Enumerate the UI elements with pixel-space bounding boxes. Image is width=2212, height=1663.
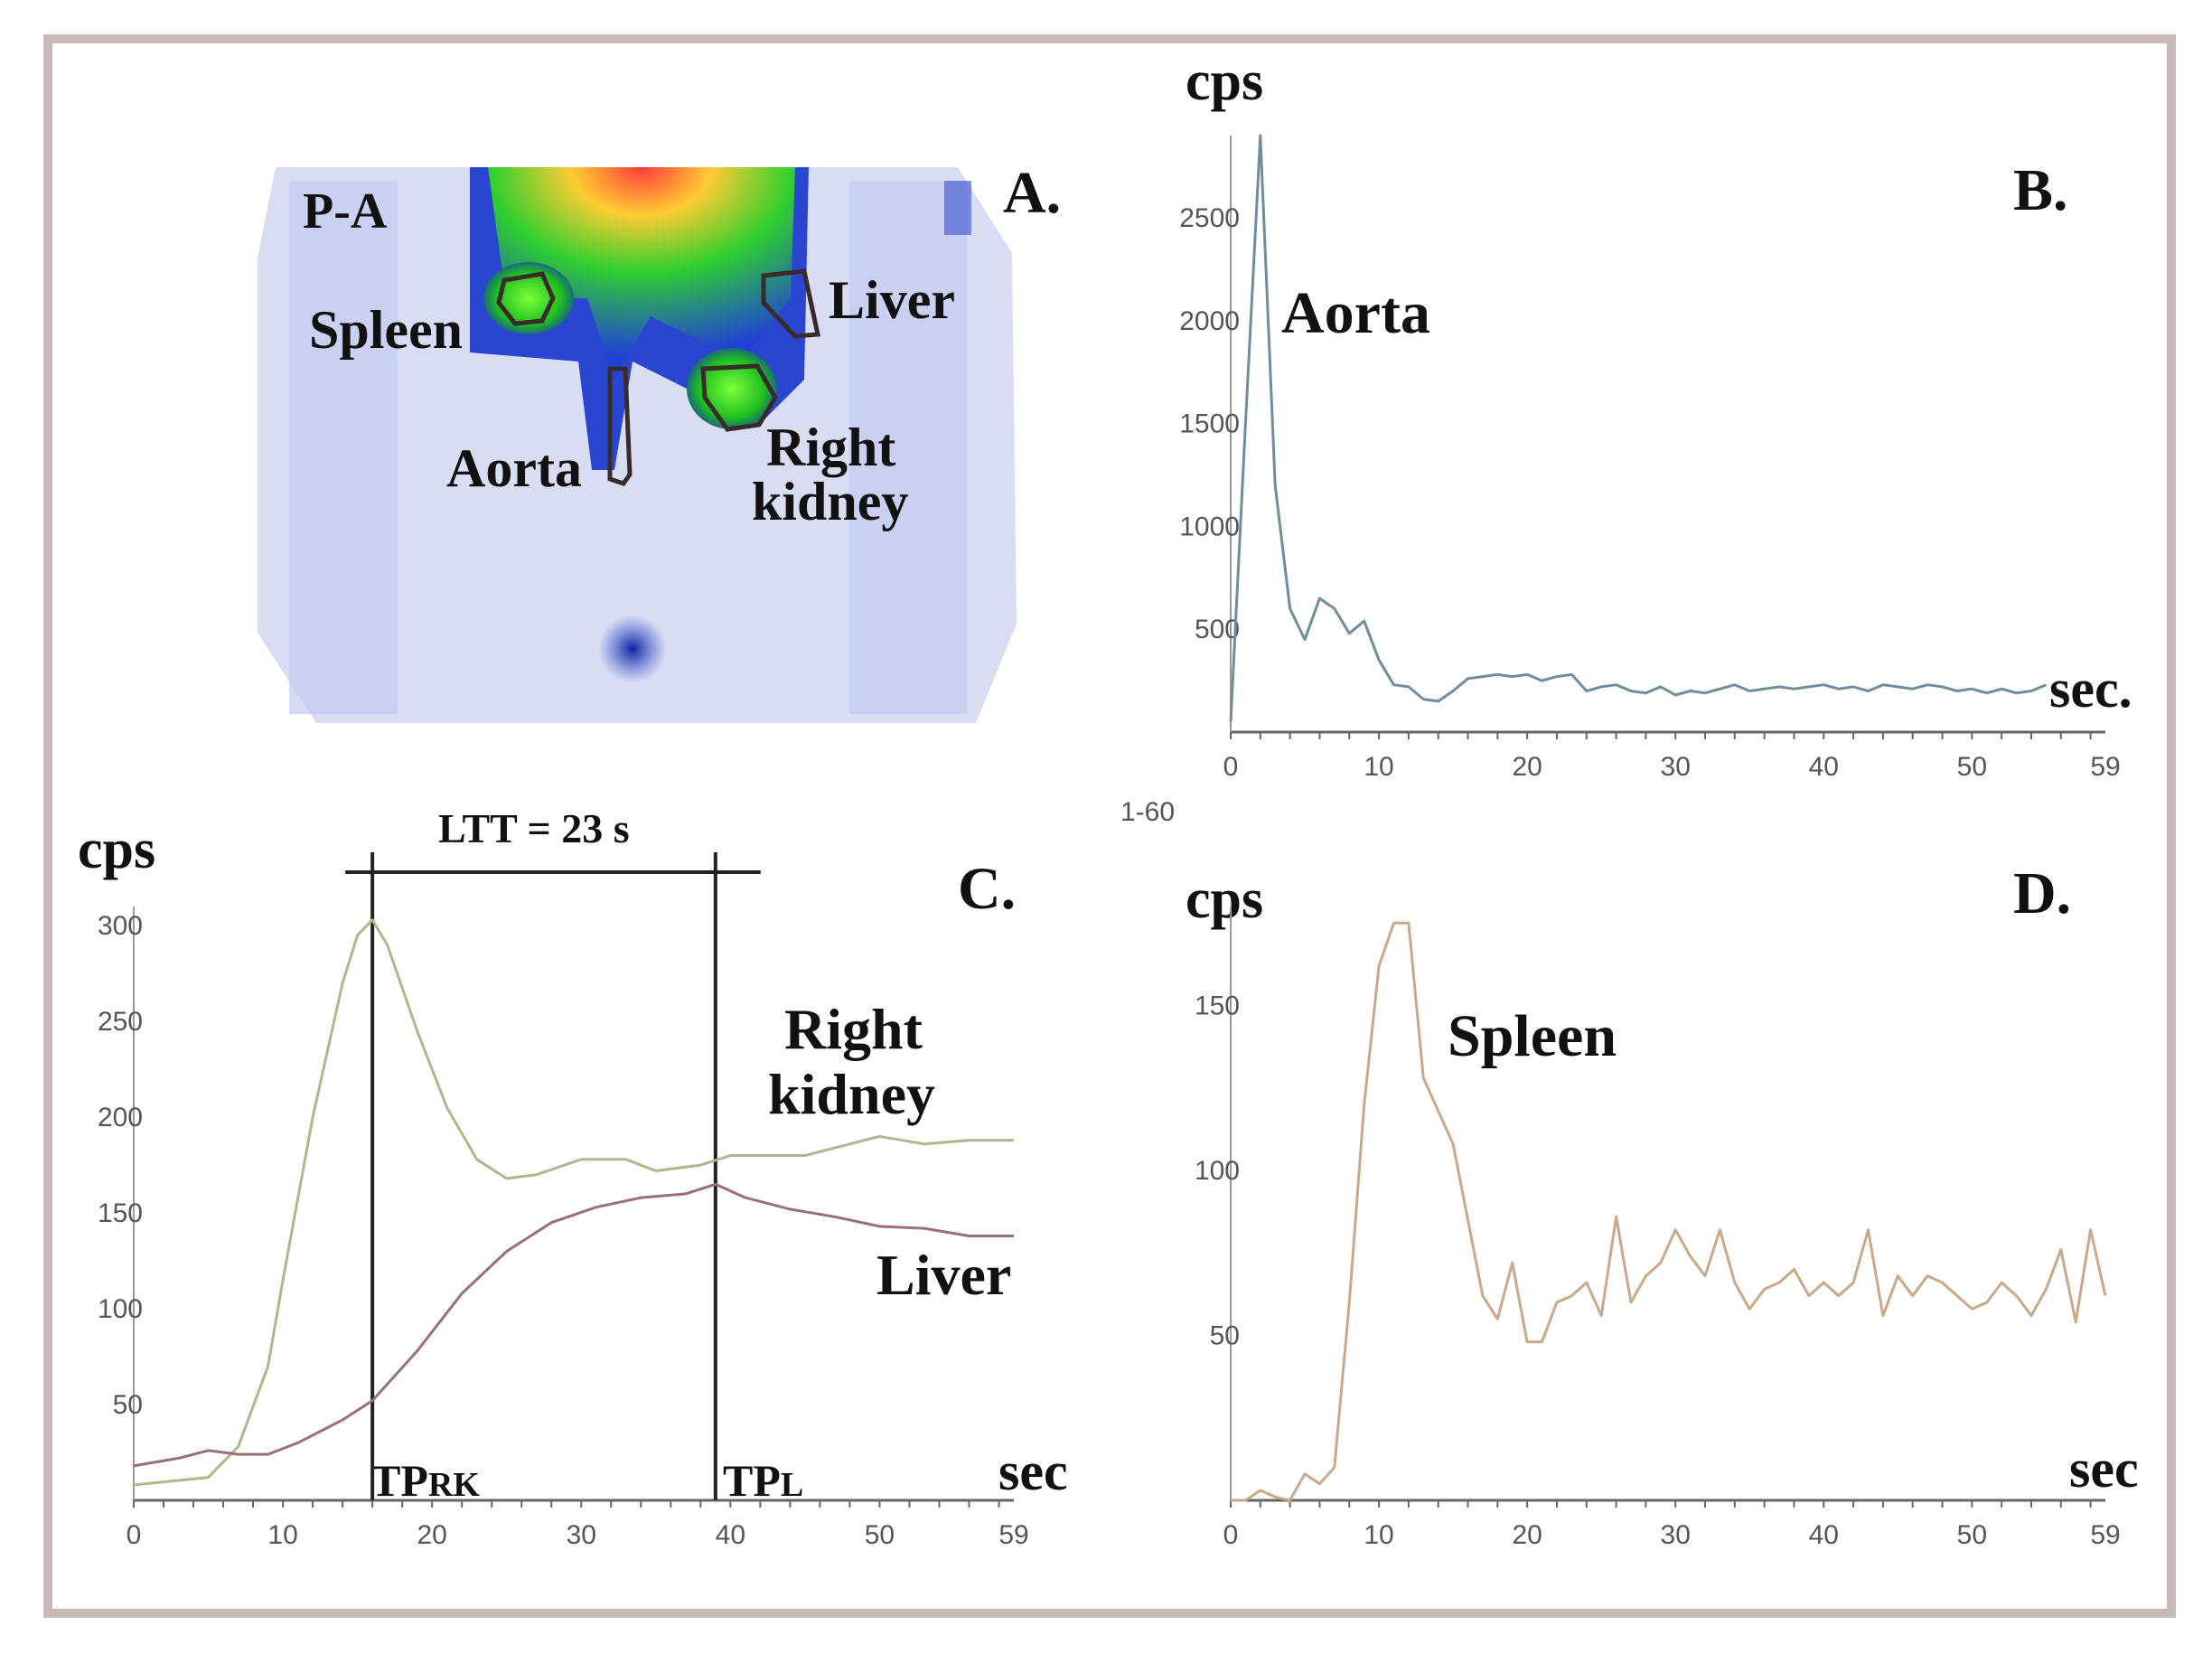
body-outline: [258, 167, 1017, 723]
x-tick-label: 40: [1809, 1520, 1839, 1550]
panel-b-xlabel: sec.: [2049, 659, 2132, 719]
panel-a-image: P-A A. Spleen Liver Aorta Right kidney: [258, 160, 1061, 723]
series-line-spleen: [1231, 921, 2107, 1502]
x-tick-label: 10: [267, 1520, 297, 1550]
y-tick-label: 50: [113, 1390, 143, 1420]
kidney-roi: [700, 363, 778, 432]
panel-b-letter: B.: [2013, 157, 2068, 223]
x-tick-label: 30: [1661, 1520, 1691, 1550]
panel-c-chart: cps C. sec LTT = 23 s TPRK TPL Right kid…: [78, 805, 1068, 1550]
y-tick-label: 150: [98, 1198, 143, 1228]
x-tick-label: 30: [1661, 752, 1691, 782]
tp-rk-label: TPRK: [370, 1455, 480, 1506]
x-tick-label: 10: [1364, 752, 1393, 782]
y-tick-label: 100: [1195, 1156, 1240, 1186]
panel-c-letter: C.: [958, 856, 1016, 922]
series-line-right-kidney: [133, 918, 1014, 1487]
kidney-label-line2: kidney: [768, 1062, 935, 1126]
x-tick-label: 50: [1957, 1520, 1987, 1550]
x-tick-label: 0: [1223, 752, 1239, 782]
panel-d-series-label: Spleen: [1448, 1003, 1617, 1069]
panel-b-ylabel: cps: [1186, 51, 1263, 112]
panel-b-series-label: Aorta: [1281, 280, 1430, 346]
panel-b-chart: cps B. sec. 1-60 Aorta 0 10 20 30 40 50 59 500 1…: [1120, 51, 2132, 827]
y-tick-label: 200: [98, 1103, 143, 1132]
uptake-hot-region: [488, 167, 795, 380]
y-tick-label: 500: [1195, 615, 1240, 644]
x-tick-label: 59: [2090, 752, 2120, 782]
series-line-liver: [133, 1182, 1014, 1468]
y-tick-label: 150: [1195, 991, 1240, 1021]
region-label-kidney: kidney: [752, 472, 908, 531]
x-tick-label: 40: [716, 1520, 745, 1550]
y-tick-label: 300: [98, 911, 143, 941]
view-label: P-A: [303, 183, 388, 240]
x-tick-label: 50: [1957, 752, 1987, 782]
region-label-spleen: Spleen: [309, 300, 463, 360]
x-tick-label: 30: [567, 1520, 596, 1550]
aorta-roi: [607, 366, 633, 486]
kidney-label-line1: Right: [784, 997, 923, 1061]
x-tick-label: 10: [1364, 1520, 1393, 1550]
panel-a-letter: A.: [1003, 160, 1061, 226]
x-tick-label: 20: [417, 1520, 446, 1550]
series-line-aorta: [1229, 134, 2047, 722]
region-label-right: Right: [766, 418, 895, 477]
x-tick-label: 0: [1223, 1520, 1239, 1550]
x-tick-label: 0: [127, 1520, 142, 1550]
region-label-liver: Liver: [829, 270, 955, 330]
x-tick-label: 59: [998, 1520, 1028, 1550]
panel-d-xlabel: sec: [2069, 1439, 2139, 1499]
x-tick-label: 20: [1512, 752, 1542, 782]
x-tick-label: 59: [2090, 1520, 2120, 1550]
panel-b-extra-label: 1-60: [1120, 797, 1175, 827]
liver-roi: [761, 268, 821, 339]
edge-uptake: [944, 181, 971, 235]
panel-d-ylabel: cps: [1186, 869, 1263, 930]
panel-c-ylabel: cps: [78, 819, 155, 880]
ltt-label: LTT = 23 s: [438, 805, 630, 851]
bladder-spot: [598, 615, 667, 683]
spleen-roi: [496, 271, 556, 326]
x-tick-label: 40: [1809, 752, 1839, 782]
y-tick-label: 1500: [1179, 409, 1240, 439]
y-tick-label: 1000: [1179, 512, 1240, 541]
y-tick-label: 50: [1210, 1321, 1240, 1351]
x-tick-label: 50: [865, 1520, 895, 1550]
tp-l-label: TPL: [723, 1455, 803, 1506]
y-tick-label: 250: [98, 1007, 143, 1037]
x-tick-label: 20: [1512, 1520, 1542, 1550]
panel-d-letter: D.: [2013, 860, 2071, 926]
panel-d-chart: cps D. sec Spleen 0 10 20 30 40 50 59 50 100 150: [1186, 860, 2139, 1550]
region-label-aorta: Aorta: [446, 438, 582, 498]
body-shade-right: [849, 181, 967, 714]
body-shade-left: [289, 181, 398, 714]
panel-c-xlabel: sec: [998, 1442, 1068, 1501]
y-tick-label: 2000: [1179, 306, 1240, 336]
liver-label: Liver: [876, 1243, 1011, 1307]
y-tick-label: 2500: [1179, 203, 1240, 233]
y-tick-label: 100: [98, 1294, 143, 1324]
